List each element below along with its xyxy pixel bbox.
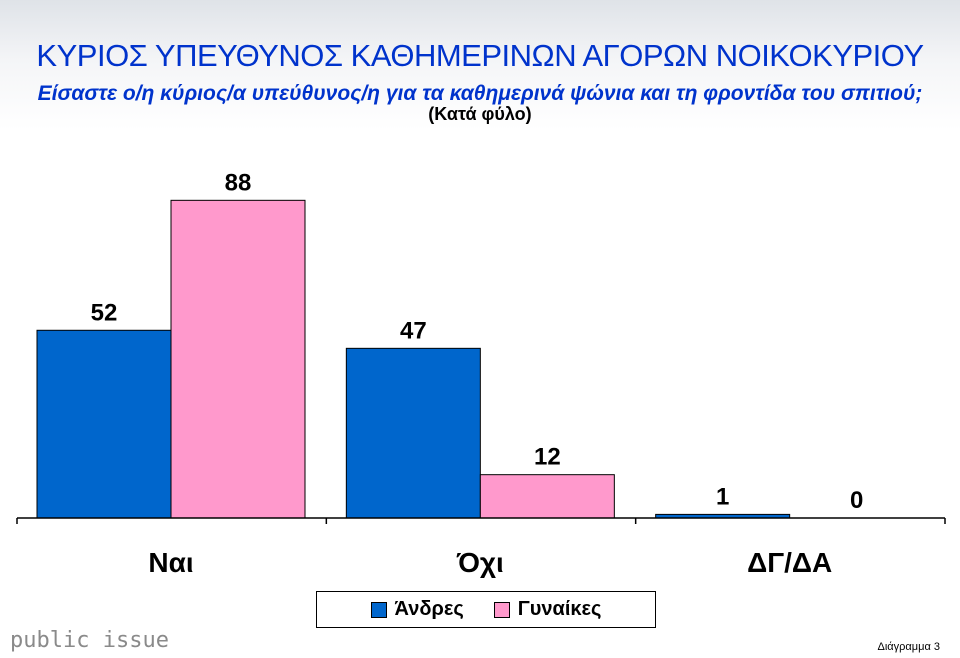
category-label-2: ΔΓ/ΔΑ: [747, 547, 832, 578]
chart-subtitle: Είσαστε ο/η κύριος/α υπεύθυνος/η για τα …: [37, 82, 923, 105]
legend-item-men: Άνδρες: [370, 598, 464, 621]
legend-label-women: Γυναίκες: [517, 598, 602, 620]
page-label: Διάγραμμα 3: [877, 641, 940, 653]
data-label-women-0: 88: [225, 169, 252, 196]
data-label-women-2: 0: [850, 487, 863, 514]
legend-item-women: Γυναίκες: [493, 598, 602, 621]
public-issue-logo: public issue: [10, 628, 169, 653]
legend-swatch-men: [370, 601, 387, 618]
chart-subtitle-breakdown: (Κατά φύλο): [428, 104, 532, 124]
category-label-1: Όχι: [456, 547, 504, 578]
data-label-men-2: 1: [716, 483, 729, 510]
bar-women-0: [170, 199, 306, 519]
chart-title: ΚΥΡΙΟΣ ΥΠΕΥΘΥΝΟΣ ΚΑΘΗΜΕΡΙΝΩΝ ΑΓΟΡΩΝ ΝΟΙΚ…: [36, 38, 924, 73]
legend-label-men: Άνδρες: [394, 598, 464, 620]
bar-men-1: [345, 347, 481, 519]
bar-women-1: [479, 474, 615, 519]
data-label-men-1: 47: [400, 317, 427, 344]
data-label-women-1: 12: [534, 444, 561, 471]
legend: Άνδρες Γυναίκες: [316, 591, 656, 628]
legend-swatch-women: [493, 601, 510, 618]
category-label-0: Ναι: [148, 547, 193, 578]
bar-men-0: [36, 329, 172, 519]
data-label-men-0: 52: [91, 299, 118, 326]
